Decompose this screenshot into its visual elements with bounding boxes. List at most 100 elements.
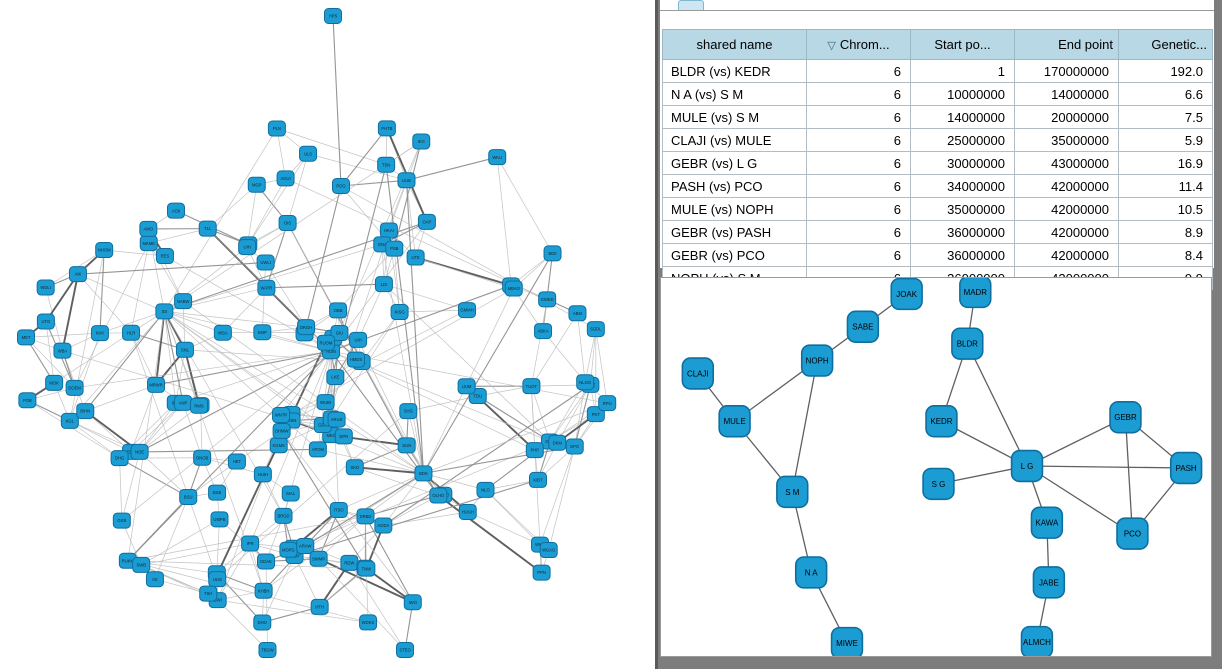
network-node[interactable]: HTH [310,598,329,615]
network-node[interactable]: WSA [213,324,232,341]
network-node[interactable]: BSB [208,484,227,501]
network-node[interactable]: SNL [175,341,194,358]
table-row[interactable]: MULE (vs) NOPH 6 35000000 42000000 10.5 [662,197,1213,221]
network-node[interactable]: PLN [267,120,286,137]
network-node[interactable]: DRBD [356,508,375,525]
table-cell[interactable]: GEBR (vs) PCO [662,243,807,267]
network-node[interactable]: UUM [457,378,476,395]
network-node[interactable]: RDW [340,554,359,571]
network-node[interactable]: HMDS [347,351,366,368]
network-node[interactable]: UIH [349,331,368,348]
network-node[interactable]: IWO [403,594,422,611]
network-node[interactable]: MAL [281,485,300,502]
network-node[interactable]: SKD [345,459,364,476]
network-node[interactable]: WATR [257,279,276,296]
network-node[interactable]: AODA [374,517,393,534]
network-node[interactable]: OAP [417,213,436,230]
table-row[interactable]: GEBR (vs) PCO 6 36000000 42000000 8.4 [662,243,1213,267]
network-node[interactable]: DOEM [65,379,84,396]
table-cell[interactable]: 6 [806,128,911,152]
network-node[interactable]: PSB [385,240,404,257]
network-node[interactable]: ANP [174,394,193,411]
table-cell[interactable]: MULE (vs) S M [662,105,807,129]
network-node[interactable]: OLHO [429,487,448,504]
network-node[interactable]: HET [227,453,246,470]
table-cell[interactable]: CLAJI (vs) MULE [662,128,807,152]
network-node[interactable]: WKU [488,149,507,166]
network-node[interactable]: TNW [357,560,376,577]
filter-icon[interactable]: ▽ [827,40,836,52]
column-header-chromosome[interactable]: ▽ Chrom... [806,29,911,60]
table-cell[interactable]: 36000000 [910,243,1015,267]
table-cell[interactable]: 6 [806,220,911,244]
network-node[interactable]: UMPB [210,511,229,528]
table-cell[interactable]: 8.4 [1118,243,1213,267]
network-node[interactable]: HUGH [458,503,477,520]
network-node[interactable]: RMS [190,397,209,414]
network-node[interactable]: OIS [278,215,297,232]
network-node[interactable]: STEO [396,642,415,658]
network-node[interactable]: PCO [1116,517,1149,550]
network-node[interactable]: BDK [414,465,433,482]
table-cell[interactable]: 6 [806,197,911,221]
network-node[interactable]: DPR [334,428,353,445]
network-node[interactable]: MULE [718,405,751,438]
network-node[interactable]: DRGH [297,319,316,336]
table-cell[interactable]: 34000000 [910,174,1015,198]
network-edge[interactable] [1124,417,1134,534]
network-node[interactable]: UUB [397,172,416,189]
network-node[interactable]: KISG [390,304,409,321]
network-node[interactable]: KMP [253,324,272,341]
table-cell[interactable]: 30000000 [910,151,1015,175]
network-node[interactable]: RES [155,248,174,265]
network-node[interactable]: RUOM [316,334,335,351]
network-node[interactable]: UIH [238,239,257,256]
network-node[interactable]: NLO [476,481,495,498]
network-node[interactable]: TSN [377,156,396,173]
table-cell[interactable]: 11.4 [1118,174,1213,198]
network-node[interactable]: WBA [53,342,72,359]
table-cell[interactable]: 6 [806,105,911,129]
network-node[interactable]: GEBR [1109,401,1142,434]
network-node[interactable]: HPS [324,8,342,24]
network-node[interactable]: POG [332,178,350,194]
network-node[interactable]: JABE [1032,566,1066,599]
table-cell[interactable]: 1 [910,59,1015,83]
network-node[interactable]: UTG [36,313,55,330]
network-node[interactable]: PPN [532,564,551,581]
network-node[interactable]: GKB [112,512,131,529]
network-node[interactable]: BSU [179,488,198,505]
table-cell[interactable]: 35000000 [1014,128,1119,152]
network-node[interactable]: GIU [330,324,349,341]
network-edge[interactable] [1026,465,1187,469]
table-cell[interactable]: 14000000 [1014,82,1119,106]
network-node[interactable]: MKME [139,235,158,252]
network-node[interactable]: IPR [241,535,260,552]
network-node[interactable]: UTE [406,249,425,266]
table-cell[interactable]: N A (vs) S M [662,82,807,106]
network-node[interactable]: NHOM [95,242,114,259]
column-header-shared-name[interactable]: shared name [662,29,807,60]
network-node[interactable]: MBAO [504,280,523,297]
table-row[interactable]: PASH (vs) PCO 6 34000000 42000000 11.4 [662,174,1213,198]
network-node[interactable]: APOM [308,441,327,458]
table-cell[interactable]: 8.9 [1118,220,1213,244]
network-node[interactable]: BRGD [274,507,293,524]
network-node[interactable]: TBGW [258,642,277,658]
network-node[interactable]: KGL [60,412,79,429]
network-node[interactable]: MRWR [147,376,166,393]
network-node[interactable]: KGMS [269,437,288,454]
network-node[interactable]: KAWA [1030,506,1064,539]
network-node[interactable]: PHP [525,442,544,459]
table-cell[interactable]: 16.9 [1118,151,1213,175]
network-node[interactable]: MOPG [279,541,298,558]
subnetwork-view[interactable]: JOAK MADR SABE BLDR NOPH CLAJI GEBR KEDR MULE L G… [661,278,1211,656]
panel-tab[interactable] [678,0,704,10]
network-node[interactable]: IIS [145,571,164,588]
table-cell[interactable]: 5.9 [1118,128,1213,152]
network-node[interactable]: WGAG [539,542,558,559]
network-node[interactable]: OBB [329,302,348,319]
network-node[interactable]: L G [1010,449,1044,483]
network-node[interactable]: MGP [247,176,266,193]
network-node[interactable]: BIDI [543,245,562,262]
